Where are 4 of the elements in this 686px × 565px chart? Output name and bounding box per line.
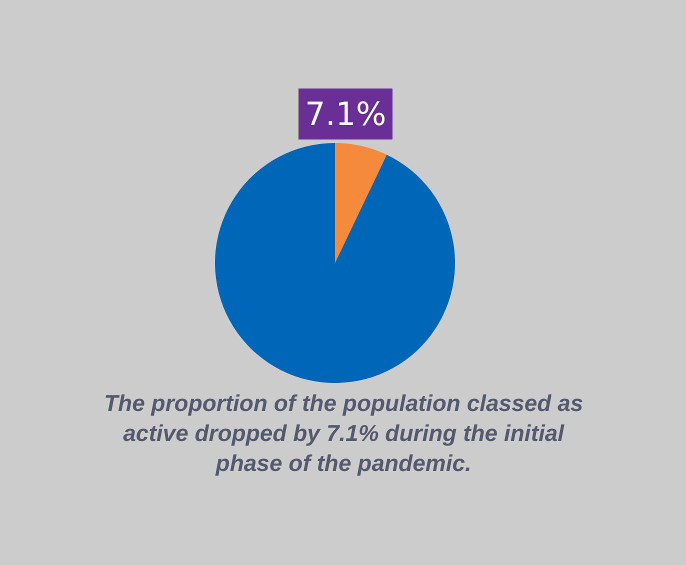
data-label: 7.1%	[305, 95, 386, 133]
text: The proportion of the population classed as active dropped by 7.1% during the initial phase of the pandemic.	[104, 390, 584, 476]
pie-slice	[215, 143, 455, 383]
pie-slice	[335, 143, 387, 263]
